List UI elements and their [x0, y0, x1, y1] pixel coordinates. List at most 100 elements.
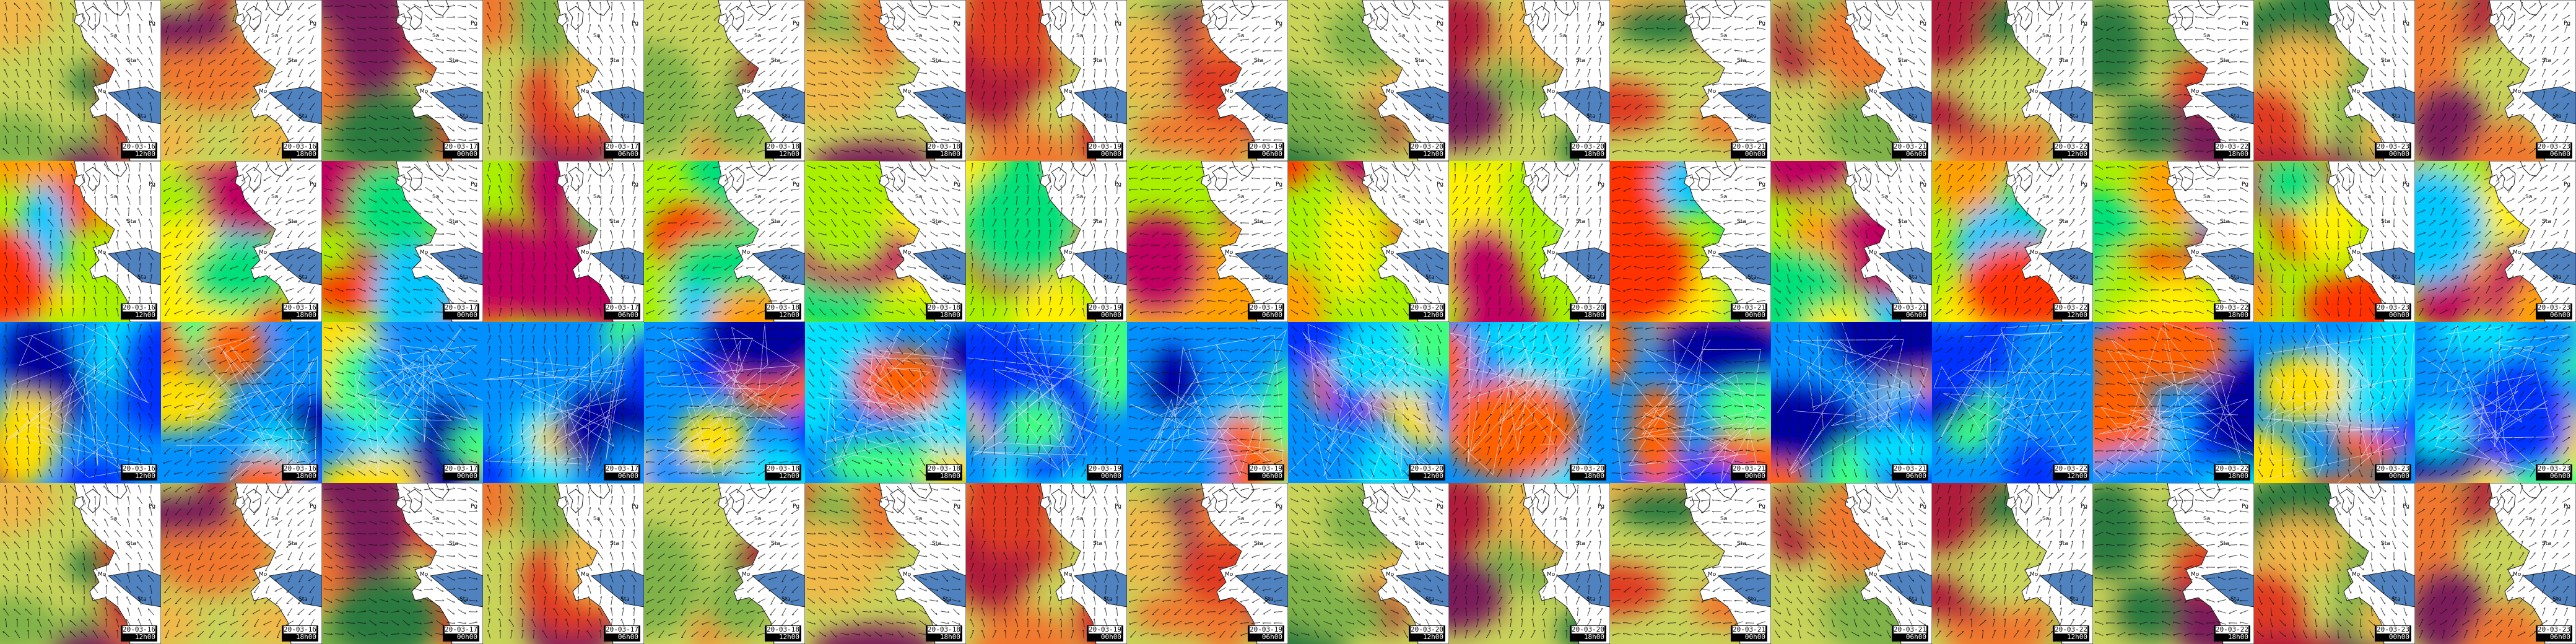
place-label: Mo [420, 250, 429, 256]
place-label: Mo [2352, 89, 2361, 95]
place-label: Mo [98, 89, 107, 95]
timestamp-badge: 20-03-16 18h00 [282, 625, 318, 642]
map-tile-temperature: Sa Sta Mo Sta Pg 20-03-16 12h00 [0, 0, 161, 161]
timestamp-time: 18h00 [928, 633, 960, 641]
timestamp-time: 18h00 [1572, 633, 1604, 641]
map-tile-upper-wind: 20-03-23 06h00 [2415, 322, 2576, 483]
timestamp-time: 18h00 [1572, 150, 1604, 158]
place-label: Sta [127, 219, 136, 225]
timestamp-time: 00h00 [1089, 472, 1121, 480]
place-label: Sa [1398, 516, 1405, 522]
place-label: Sa [2364, 516, 2371, 522]
timestamp-date: 20-03-20 [1411, 626, 1443, 633]
place-label: Sa [2364, 33, 2371, 39]
map-tile-temperature-repeat: Sa Sta Mo Sta Pg 20-03-23 00h00 [2254, 483, 2415, 644]
place-label: Pg [632, 181, 638, 188]
timestamp-badge: 20-03-22 18h00 [2214, 303, 2250, 320]
place-label: Sta [1425, 274, 1435, 281]
map-tile-temperature-repeat: Sa Sta Mo Sta Pg 20-03-20 12h00 [1288, 483, 1449, 644]
place-label: Sta [2059, 58, 2068, 64]
place-label: Sa [1881, 33, 1888, 39]
place-label: Sta [2069, 274, 2079, 281]
place-label: Sa [2525, 194, 2532, 200]
place-label: Sa [1720, 194, 1727, 200]
map-tile-upper-wind: 20-03-19 06h00 [1127, 322, 1288, 483]
timestamp-date: 20-03-22 [2055, 626, 2087, 633]
place-label: Sa [2042, 33, 2049, 39]
place-label: Sta [2230, 596, 2240, 603]
wind-barb-icon [969, 162, 1120, 317]
timestamp-badge: 20-03-19 00h00 [1087, 625, 1123, 642]
map-tile-upper-wind: 20-03-16 18h00 [161, 322, 322, 483]
wind-barb-icon [324, 324, 478, 477]
timestamp-badge: 20-03-20 12h00 [1409, 303, 1445, 320]
place-label: Mo [2191, 250, 2200, 256]
map-tile-temperature: Sa Sta Mo Sta Pg 20-03-22 18h00 [2093, 0, 2254, 161]
place-label: Sta [610, 58, 619, 64]
timestamp-time: 12h00 [1411, 150, 1443, 158]
timestamp-date: 20-03-17 [606, 143, 638, 150]
timestamp-time: 00h00 [2377, 311, 2409, 319]
timestamp-time: 06h00 [2538, 633, 2570, 641]
place-label: Sta [1425, 113, 1435, 120]
place-label: Mo [2513, 89, 2522, 95]
wind-barb-icon [2094, 164, 2249, 315]
timestamp-badge: 20-03-21 00h00 [1731, 142, 1767, 159]
place-label: Mo [1869, 89, 1878, 95]
timestamp-badge: 20-03-19 00h00 [1087, 464, 1123, 481]
timestamp-badge: 20-03-17 06h00 [604, 464, 640, 481]
map-tile-temperature: Sa Sta Mo Sta Pg 20-03-17 06h00 [483, 0, 644, 161]
wind-barb-icon [1290, 485, 1444, 638]
map-tile-temperature-repeat: Sa Sta Mo Sta Pg 20-03-18 12h00 [644, 483, 805, 644]
map-tile-temperature-repeat: Sa Sta Mo Sta Pg 20-03-21 00h00 [1610, 483, 1771, 644]
timestamp-badge: 20-03-18 18h00 [926, 464, 962, 481]
place-label: Mo [2191, 572, 2200, 578]
weather-field-map [161, 322, 322, 483]
timestamp-date: 20-03-23 [2538, 465, 2570, 472]
place-label: Mo [1386, 572, 1395, 578]
timestamp-time: 06h00 [1250, 150, 1282, 158]
timestamp-badge: 20-03-17 06h00 [604, 303, 640, 320]
timestamp-badge: 20-03-22 12h00 [2053, 464, 2089, 481]
timestamp-time: 00h00 [1733, 311, 1765, 319]
place-label: Sta [2391, 274, 2401, 281]
wind-barb-icon [163, 485, 316, 639]
timestamp-date: 20-03-16 [123, 465, 155, 472]
timestamp-time: 00h00 [2377, 150, 2409, 158]
map-tile-upper-wind: 20-03-20 18h00 [1449, 322, 1610, 483]
place-label: Mo [98, 250, 107, 256]
place-label: Mo [98, 572, 107, 578]
place-label: Sa [271, 516, 278, 522]
place-label: Sa [2042, 516, 2049, 522]
map-tile-temperature: Sa Sta Mo Sta Pg 20-03-17 00h00 [322, 0, 483, 161]
weather-field-map [966, 322, 1127, 483]
map-tile-upper-wind: 20-03-21 06h00 [1771, 322, 1932, 483]
timestamp-badge: 20-03-18 12h00 [765, 625, 801, 642]
timestamp-badge: 20-03-21 00h00 [1731, 464, 1767, 481]
place-label: Sa [593, 516, 600, 522]
place-label: Sta [1908, 274, 1918, 281]
timestamp-badge: 20-03-20 18h00 [1570, 625, 1606, 642]
place-label: Sta [2220, 219, 2229, 225]
map-tile-temperature-repeat: Sa Sta Mo Sta Pg 20-03-16 12h00 [0, 483, 161, 644]
map-tile-upper-wind: 20-03-19 00h00 [966, 322, 1127, 483]
place-label: Sa [1398, 33, 1405, 39]
timestamp-badge: 20-03-17 06h00 [604, 142, 640, 159]
timestamp-time: 12h00 [123, 472, 155, 480]
timestamp-date: 20-03-21 [1894, 143, 1926, 150]
wind-barb-icon [486, 323, 637, 478]
place-label: Sta [459, 274, 469, 281]
